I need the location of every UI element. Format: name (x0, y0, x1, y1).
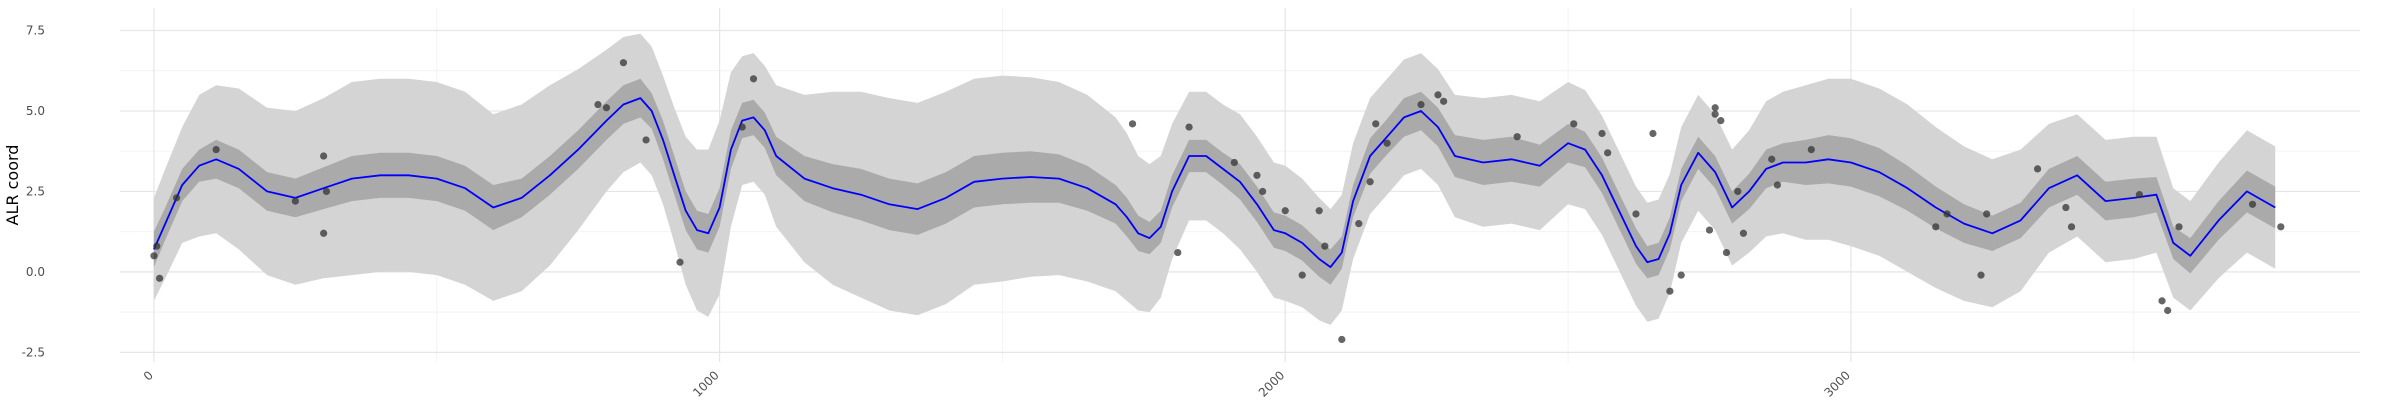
data-point (1417, 100, 1425, 109)
y-tick-label: 7.5 (26, 24, 45, 38)
mean-line-layer (153, 97, 2276, 268)
data-point (1807, 146, 1815, 154)
data-point (1513, 133, 1521, 141)
data-point (1717, 117, 1725, 125)
data-point (1677, 271, 1685, 279)
x-tick-label: 3000 (1822, 368, 1853, 399)
data-point (320, 229, 328, 237)
data-point (1383, 139, 1391, 147)
data-point (1281, 207, 1289, 215)
data-point (2175, 223, 2183, 231)
confidence-bands (153, 33, 2276, 325)
y-tick-label: 0.0 (26, 265, 45, 279)
data-point (2067, 223, 2076, 231)
data-point (1943, 210, 1951, 218)
data-point (1705, 226, 1714, 234)
data-point (2062, 203, 2070, 212)
data-point (1604, 149, 1612, 157)
data-point (155, 274, 164, 282)
data-point (676, 258, 684, 266)
y-tick-label: 2.5 (26, 184, 45, 198)
data-point (1321, 242, 1329, 250)
data-point (1598, 129, 1606, 138)
data-point (1977, 271, 1985, 279)
data-point (1185, 123, 1193, 131)
data-point (172, 194, 181, 202)
data-point (1570, 120, 1578, 128)
data-point (749, 75, 758, 83)
data-point (738, 123, 746, 131)
x-tick-label: 1000 (690, 368, 721, 399)
data-point (1632, 210, 1640, 218)
data-point (2277, 223, 2285, 231)
data-point (212, 146, 220, 154)
data-point (1768, 155, 1776, 163)
data-point (150, 252, 158, 260)
data-point (1253, 171, 1261, 179)
data-point (1711, 104, 1719, 112)
data-point (594, 100, 602, 109)
y-tick-label: 5.0 (26, 104, 45, 118)
x-axis-ticks: 0 1000 2000 3000 (141, 368, 1853, 399)
data-point (1338, 335, 1346, 344)
inner-interval-band (153, 78, 2276, 285)
data-point (2135, 191, 2143, 199)
data-point (2248, 200, 2257, 208)
data-point (1259, 187, 1267, 196)
data-point (1773, 181, 1781, 189)
y-axis-ticks: -2.5 0.0 2.5 5.0 7.5 (22, 24, 45, 360)
data-point (1440, 97, 1448, 105)
data-point (1230, 158, 1238, 167)
data-point (1711, 110, 1719, 118)
data-point (1983, 210, 1991, 218)
data-point (1722, 248, 1731, 257)
y-axis-label: ALR coord (3, 145, 22, 226)
x-tick-label: 0 (141, 368, 156, 383)
data-point (322, 187, 331, 196)
data-point (1174, 248, 1182, 257)
data-point (1355, 220, 1363, 228)
data-point (1372, 120, 1380, 128)
data-point (642, 136, 650, 144)
data-point (291, 197, 299, 205)
y-tick-label: -2.5 (22, 345, 45, 359)
data-point (1932, 223, 1940, 231)
data-point (2158, 297, 2166, 305)
outer-interval-band (153, 33, 2276, 325)
data-point (153, 242, 161, 250)
data-point (1734, 187, 1742, 196)
data-point (619, 59, 628, 67)
data-point (1434, 91, 1442, 99)
data-point (1315, 207, 1323, 215)
data-point (1366, 178, 1374, 186)
data-point (1128, 120, 1137, 128)
observations (150, 59, 2285, 344)
data-point (2164, 306, 2172, 315)
data-point (2033, 165, 2042, 173)
data-point (1739, 229, 1748, 237)
data-point (1298, 271, 1306, 279)
data-point (320, 152, 328, 160)
data-point (602, 104, 611, 112)
plot-panel (120, 8, 2360, 362)
data-point (1666, 287, 1674, 295)
x-tick-label: 2000 (1256, 368, 1287, 399)
mean-line (153, 97, 2276, 268)
data-point (1649, 129, 1657, 138)
